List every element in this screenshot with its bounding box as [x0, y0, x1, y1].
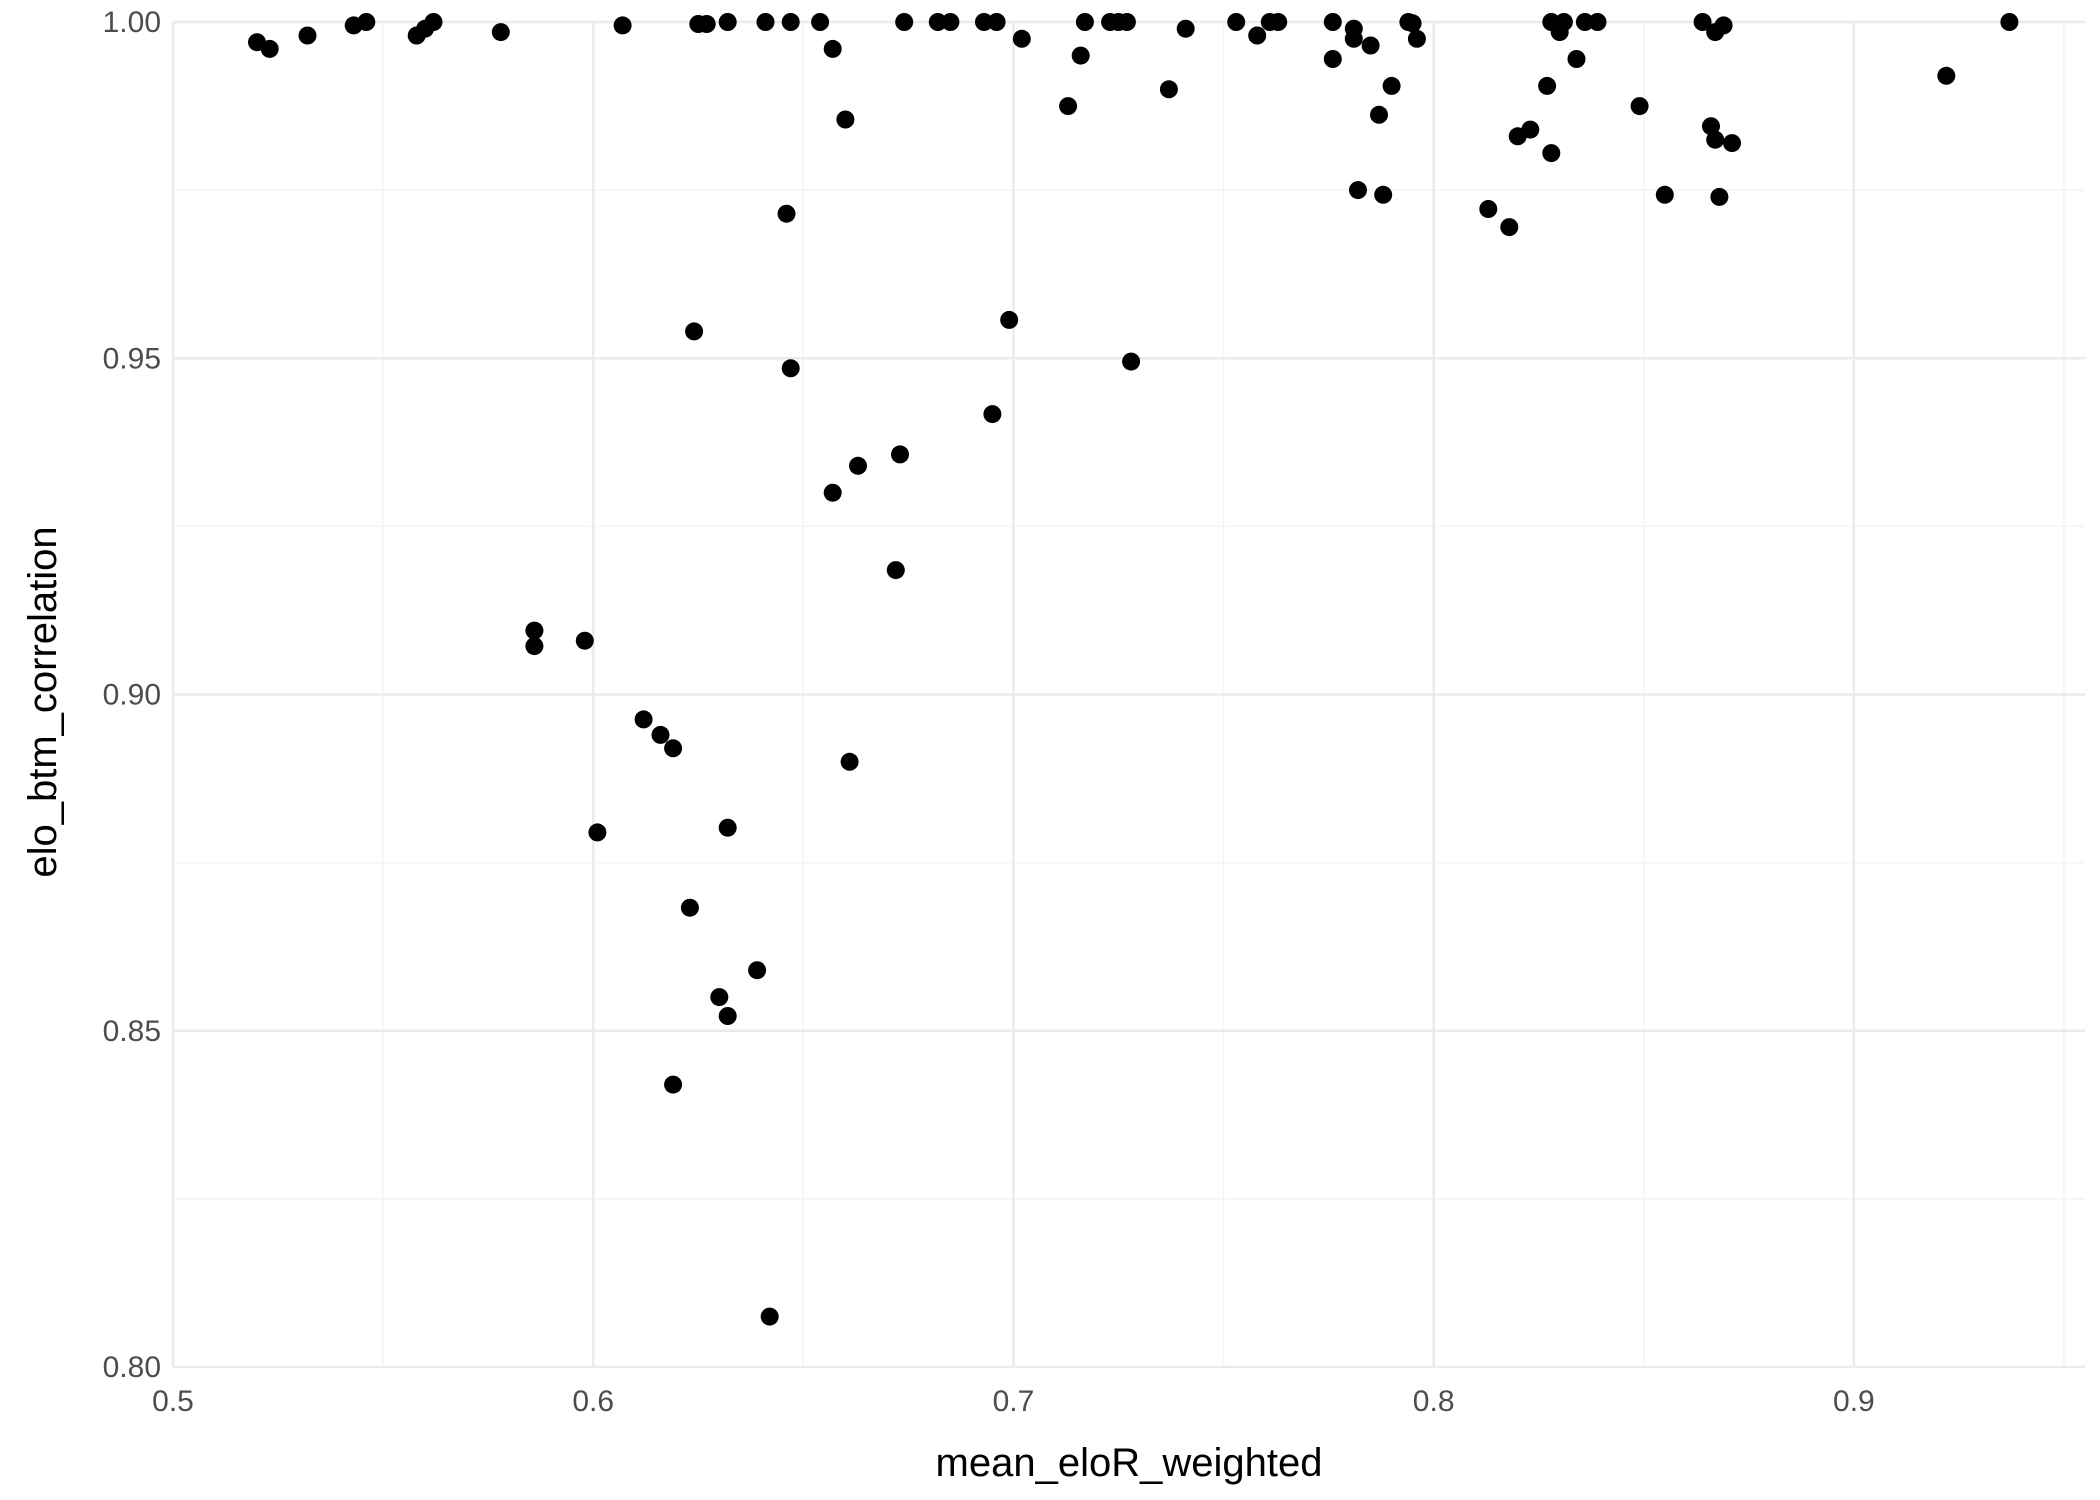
data-point [928, 13, 947, 31]
data-point [823, 483, 842, 502]
data-point [1059, 97, 1078, 116]
data-point [891, 445, 909, 464]
data-point [357, 13, 376, 31]
data-point [718, 818, 737, 837]
data-point [613, 16, 632, 35]
data-point [260, 39, 279, 58]
data-point [1706, 130, 1725, 149]
x-tick-label: 0.8 [1413, 1385, 1455, 1418]
data-point [1361, 36, 1380, 55]
data-point [1542, 144, 1561, 163]
data-point [298, 26, 317, 45]
data-point [1630, 97, 1649, 116]
data-point [1117, 13, 1136, 31]
data-point [424, 13, 443, 31]
data-point [975, 13, 993, 31]
data-point [1323, 50, 1342, 68]
data-point [1479, 200, 1498, 218]
data-point [1500, 218, 1519, 237]
data-point [575, 631, 594, 650]
data-point [1521, 120, 1540, 139]
data-point [1000, 310, 1019, 329]
data-point [491, 23, 510, 42]
data-point [840, 752, 859, 771]
data-point [983, 405, 1002, 424]
data-point [634, 710, 653, 729]
data-point [1575, 13, 1594, 31]
y-axis-tick-labels: 0.80 0.85 0.90 0.95 1.00 [103, 6, 161, 1384]
data-point [1702, 117, 1720, 136]
data-point [1588, 13, 1607, 31]
data-point [680, 898, 699, 917]
x-axis-title: mean_eloR_weighted [936, 1441, 1323, 1485]
data-point [1538, 76, 1557, 95]
data-point [1382, 76, 1401, 95]
data-point [697, 15, 716, 33]
data-point [710, 988, 729, 1007]
data-point [718, 1007, 737, 1025]
data-point [849, 456, 867, 475]
data-point [1374, 185, 1393, 204]
data-point [664, 739, 683, 758]
data-point [781, 13, 800, 31]
data-point [1012, 29, 1031, 48]
data-point [1071, 46, 1090, 65]
data-point [1723, 134, 1741, 153]
data-point [685, 322, 704, 341]
data-point [987, 13, 1006, 31]
data-point [1693, 13, 1712, 31]
data-point [1227, 13, 1246, 31]
data-point [811, 13, 830, 31]
data-point [1159, 80, 1178, 99]
y-tick-label: 1.00 [103, 6, 161, 39]
y-tick-label: 0.85 [103, 1015, 161, 1048]
data-point [1269, 13, 1288, 31]
x-tick-label: 0.7 [993, 1385, 1035, 1418]
data-point [1349, 181, 1367, 200]
x-tick-label: 0.6 [572, 1385, 614, 1418]
data-point [1075, 13, 1094, 31]
data-point [836, 110, 855, 129]
data-point [1937, 66, 1956, 85]
y-tick-label: 0.80 [103, 1351, 161, 1384]
data-point [1248, 26, 1267, 45]
x-tick-label: 0.9 [1833, 1385, 1875, 1418]
data-point [781, 359, 800, 378]
data-point [756, 13, 775, 31]
data-point [588, 823, 607, 842]
data-point [823, 39, 842, 58]
data-point [525, 637, 544, 656]
y-axis-title: elo_btm_correlation [21, 526, 65, 877]
y-tick-label: 0.90 [103, 679, 161, 712]
data-point [941, 13, 960, 31]
data-point [718, 13, 737, 31]
data-point [1323, 13, 1342, 31]
data-point [760, 1307, 779, 1326]
data-point [1122, 352, 1141, 371]
data-point [1176, 19, 1195, 38]
data-point [748, 961, 767, 980]
data-point [2000, 13, 2019, 31]
data-point [1403, 14, 1422, 33]
data-point [1344, 29, 1363, 48]
data-point [886, 561, 905, 580]
data-point [1567, 50, 1586, 68]
data-point [1655, 185, 1674, 204]
data-point [525, 621, 544, 640]
data-point [777, 204, 796, 223]
y-tick-label: 0.95 [103, 342, 161, 375]
x-axis-tick-labels: 0.5 0.6 0.7 0.8 0.9 [152, 1385, 1875, 1418]
data-point [1554, 13, 1573, 31]
data-point [651, 725, 670, 744]
data-point [1710, 187, 1729, 206]
data-points [248, 13, 2019, 1326]
data-point [1370, 105, 1388, 124]
x-tick-label: 0.5 [152, 1385, 194, 1418]
data-point [895, 13, 914, 31]
data-point [1407, 29, 1426, 48]
data-point [664, 1075, 683, 1094]
data-point [1714, 16, 1733, 35]
